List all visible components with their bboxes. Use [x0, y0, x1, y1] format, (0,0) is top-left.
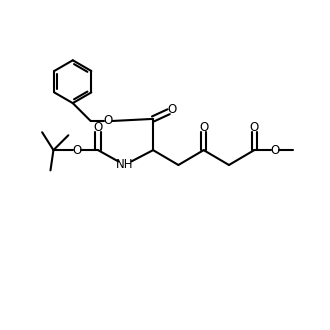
Text: O: O — [93, 121, 103, 134]
Text: O: O — [199, 121, 208, 134]
Text: O: O — [168, 104, 177, 116]
Text: O: O — [73, 144, 82, 157]
Text: NH: NH — [116, 158, 134, 172]
Text: O: O — [271, 144, 280, 157]
Text: O: O — [249, 121, 259, 134]
Text: O: O — [104, 115, 113, 127]
